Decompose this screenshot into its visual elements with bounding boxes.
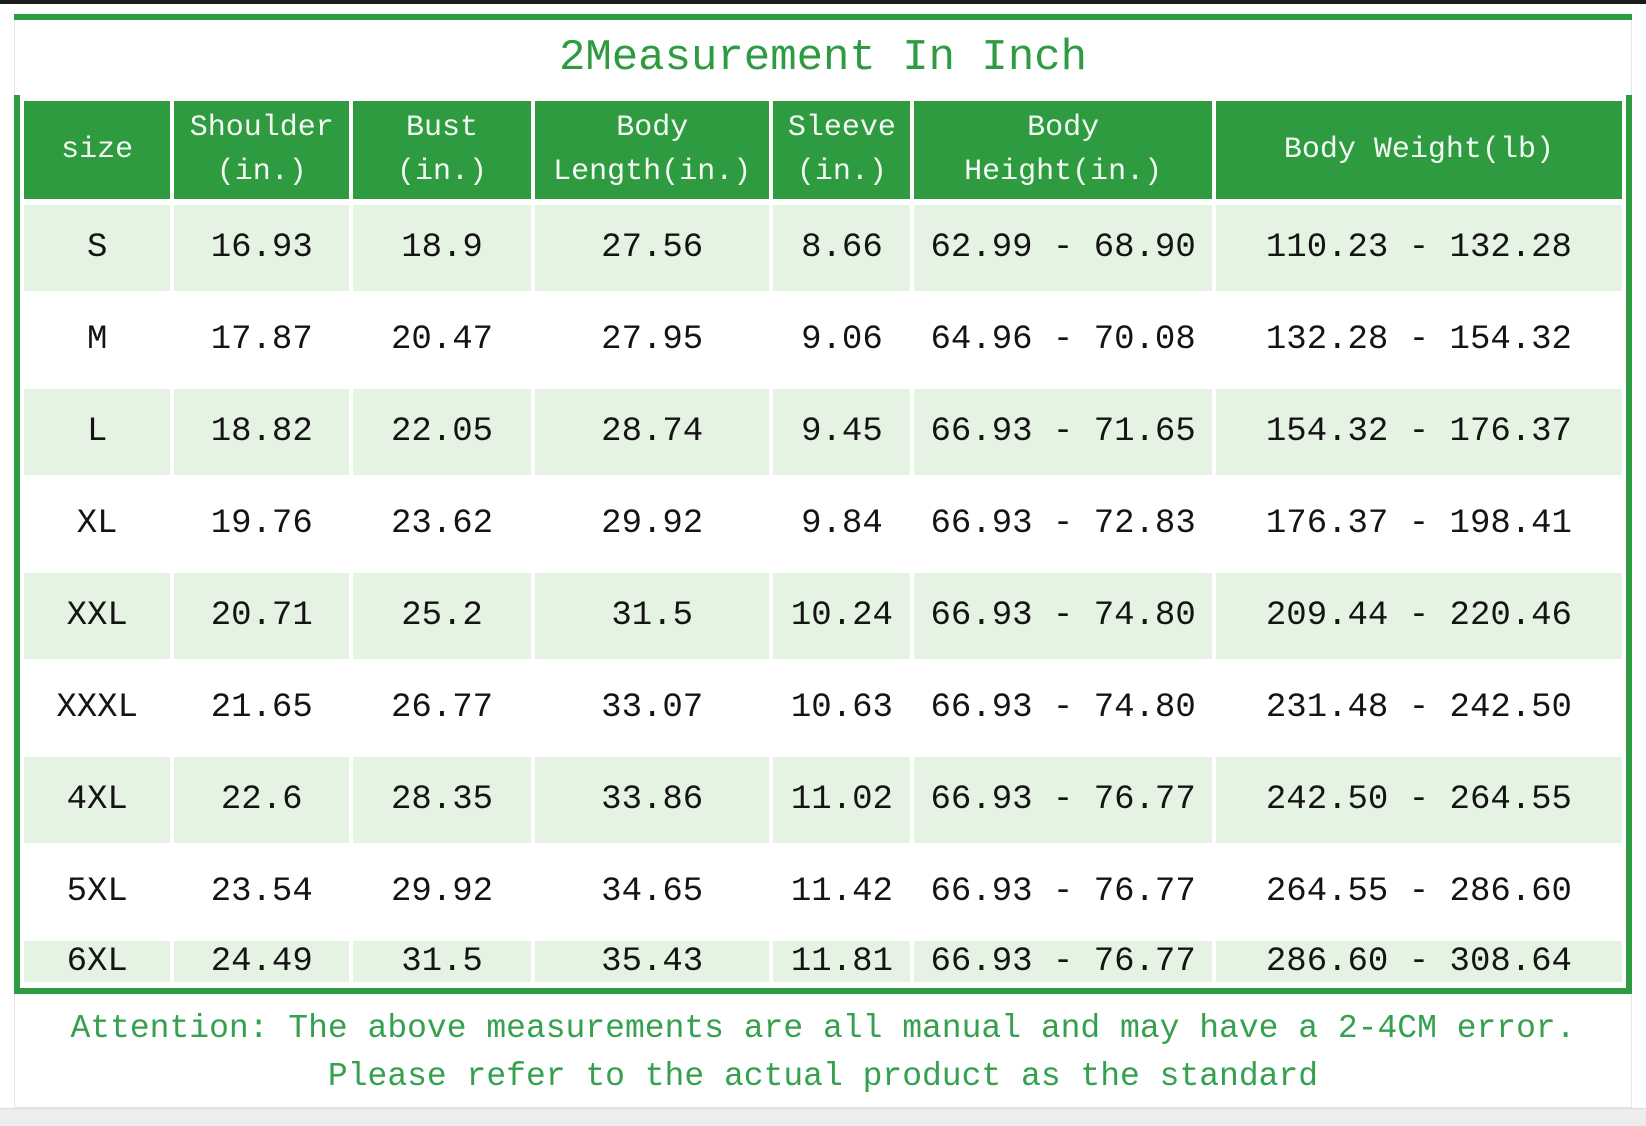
size-table: size Shoulder (in.) Bust (in.) Body Length(in.… [20, 95, 1626, 988]
value-cell: 62.99 - 68.90 [914, 205, 1212, 291]
size-cell: XXXL [24, 665, 171, 751]
value-cell: 9.06 [773, 297, 911, 383]
table-row: XL 19.76 23.62 29.92 9.84 66.93 - 72.83 176.37… [24, 481, 1622, 567]
value-cell: 132.28 - 154.32 [1215, 297, 1622, 383]
top-edge-line [0, 0, 1646, 4]
size-cell: 4XL [24, 757, 171, 843]
table-row: 4XL 22.6 28.35 33.86 11.02 66.93 - 76.77 242.5… [24, 757, 1622, 843]
value-cell: 66.93 - 76.77 [914, 941, 1212, 982]
column-header: Shoulder (in.) [174, 101, 350, 199]
value-cell: 8.66 [773, 205, 911, 291]
column-header: Sleeve (in.) [773, 101, 911, 199]
value-cell: 264.55 - 286.60 [1215, 849, 1622, 935]
value-cell: 11.81 [773, 941, 911, 982]
table-top-border [14, 14, 1632, 20]
value-cell: 25.2 [353, 573, 531, 659]
value-cell: 28.35 [353, 757, 531, 843]
title-band: 2Measurement In Inch [14, 20, 1632, 95]
value-cell: 29.92 [534, 481, 770, 567]
value-cell: 27.56 [534, 205, 770, 291]
value-cell: 21.65 [174, 665, 350, 751]
table-frame: size Shoulder (in.) Bust (in.) Body Length(in.… [14, 95, 1632, 994]
size-cell: XL [24, 481, 171, 567]
value-cell: 22.6 [174, 757, 350, 843]
size-chart-title: 2Measurement In Inch [558, 32, 1088, 83]
size-cell: 5XL [24, 849, 171, 935]
size-cell: XXL [24, 573, 171, 659]
table-row: XXL 20.71 25.2 31.5 10.24 66.93 - 74.80 209.44… [24, 573, 1622, 659]
value-cell: 10.24 [773, 573, 911, 659]
value-cell: 22.05 [353, 389, 531, 475]
value-cell: 26.77 [353, 665, 531, 751]
value-cell: 16.93 [174, 205, 350, 291]
value-cell: 17.87 [174, 297, 350, 383]
value-cell: 64.96 - 70.08 [914, 297, 1212, 383]
value-cell: 18.82 [174, 389, 350, 475]
value-cell: 242.50 - 264.55 [1215, 757, 1622, 843]
value-cell: 27.95 [534, 297, 770, 383]
value-cell: 20.47 [353, 297, 531, 383]
value-cell: 18.9 [353, 205, 531, 291]
column-header: Body Weight(lb) [1215, 101, 1622, 199]
value-cell: 33.86 [534, 757, 770, 843]
size-cell: 6XL [24, 941, 171, 982]
value-cell: 28.74 [534, 389, 770, 475]
value-cell: 66.93 - 76.77 [914, 757, 1212, 843]
column-header: Bust (in.) [353, 101, 531, 199]
column-header: size [24, 101, 171, 199]
value-cell: 24.49 [174, 941, 350, 982]
attention-line-2: Please refer to the actual product as th… [327, 1058, 1319, 1095]
attention-note: Attention: The above measurements are al… [14, 994, 1632, 1108]
value-cell: 33.07 [534, 665, 770, 751]
table-row: 6XL 24.49 31.5 35.43 11.81 66.93 - 76.77 286.6… [24, 941, 1622, 982]
size-cell: S [24, 205, 171, 291]
value-cell: 176.37 - 198.41 [1215, 481, 1622, 567]
value-cell: 110.23 - 132.28 [1215, 205, 1622, 291]
bottom-strip [0, 1108, 1646, 1126]
value-cell: 19.76 [174, 481, 350, 567]
value-cell: 10.63 [773, 665, 911, 751]
table-row: XXXL 21.65 26.77 33.07 10.63 66.93 - 74.80 231… [24, 665, 1622, 751]
value-cell: 66.93 - 72.83 [914, 481, 1212, 567]
value-cell: 35.43 [534, 941, 770, 982]
value-cell: 31.5 [353, 941, 531, 982]
value-cell: 23.62 [353, 481, 531, 567]
header-row: size Shoulder (in.) Bust (in.) Body Length(in.… [24, 101, 1622, 199]
value-cell: 11.42 [773, 849, 911, 935]
value-cell: 29.92 [353, 849, 531, 935]
size-cell: M [24, 297, 171, 383]
value-cell: 31.5 [534, 573, 770, 659]
table-row: 5XL 23.54 29.92 34.65 11.42 66.93 - 76.77 264.… [24, 849, 1622, 935]
value-cell: 66.93 - 76.77 [914, 849, 1212, 935]
value-cell: 154.32 - 176.37 [1215, 389, 1622, 475]
value-cell: 66.93 - 74.80 [914, 665, 1212, 751]
value-cell: 209.44 - 220.46 [1215, 573, 1622, 659]
value-cell: 23.54 [174, 849, 350, 935]
value-cell: 66.93 - 71.65 [914, 389, 1212, 475]
table-row: S 16.93 18.9 27.56 8.66 62.99 - 68.90 110.23 -… [24, 205, 1622, 291]
size-chart-sheet: 2Measurement In Inch size Shoulder (in.) Bu… [14, 14, 1632, 1108]
value-cell: 286.60 - 308.64 [1215, 941, 1622, 982]
value-cell: 11.02 [773, 757, 911, 843]
column-header: Body Length(in.) [534, 101, 770, 199]
table-row: M 17.87 20.47 27.95 9.06 64.96 - 70.08 132.28 … [24, 297, 1622, 383]
value-cell: 34.65 [534, 849, 770, 935]
value-cell: 66.93 - 74.80 [914, 573, 1212, 659]
value-cell: 20.71 [174, 573, 350, 659]
attention-line-1: Attention: The above measurements are al… [70, 1010, 1576, 1047]
table-header: size Shoulder (in.) Bust (in.) Body Length(in.… [24, 101, 1622, 199]
value-cell: 231.48 - 242.50 [1215, 665, 1622, 751]
table-row: L 18.82 22.05 28.74 9.45 66.93 - 71.65 154.32 … [24, 389, 1622, 475]
column-header: Body Height(in.) [914, 101, 1212, 199]
value-cell: 9.84 [773, 481, 911, 567]
size-cell: L [24, 389, 171, 475]
table-body: S 16.93 18.9 27.56 8.66 62.99 - 68.90 110.23 -… [24, 205, 1622, 982]
value-cell: 9.45 [773, 389, 911, 475]
